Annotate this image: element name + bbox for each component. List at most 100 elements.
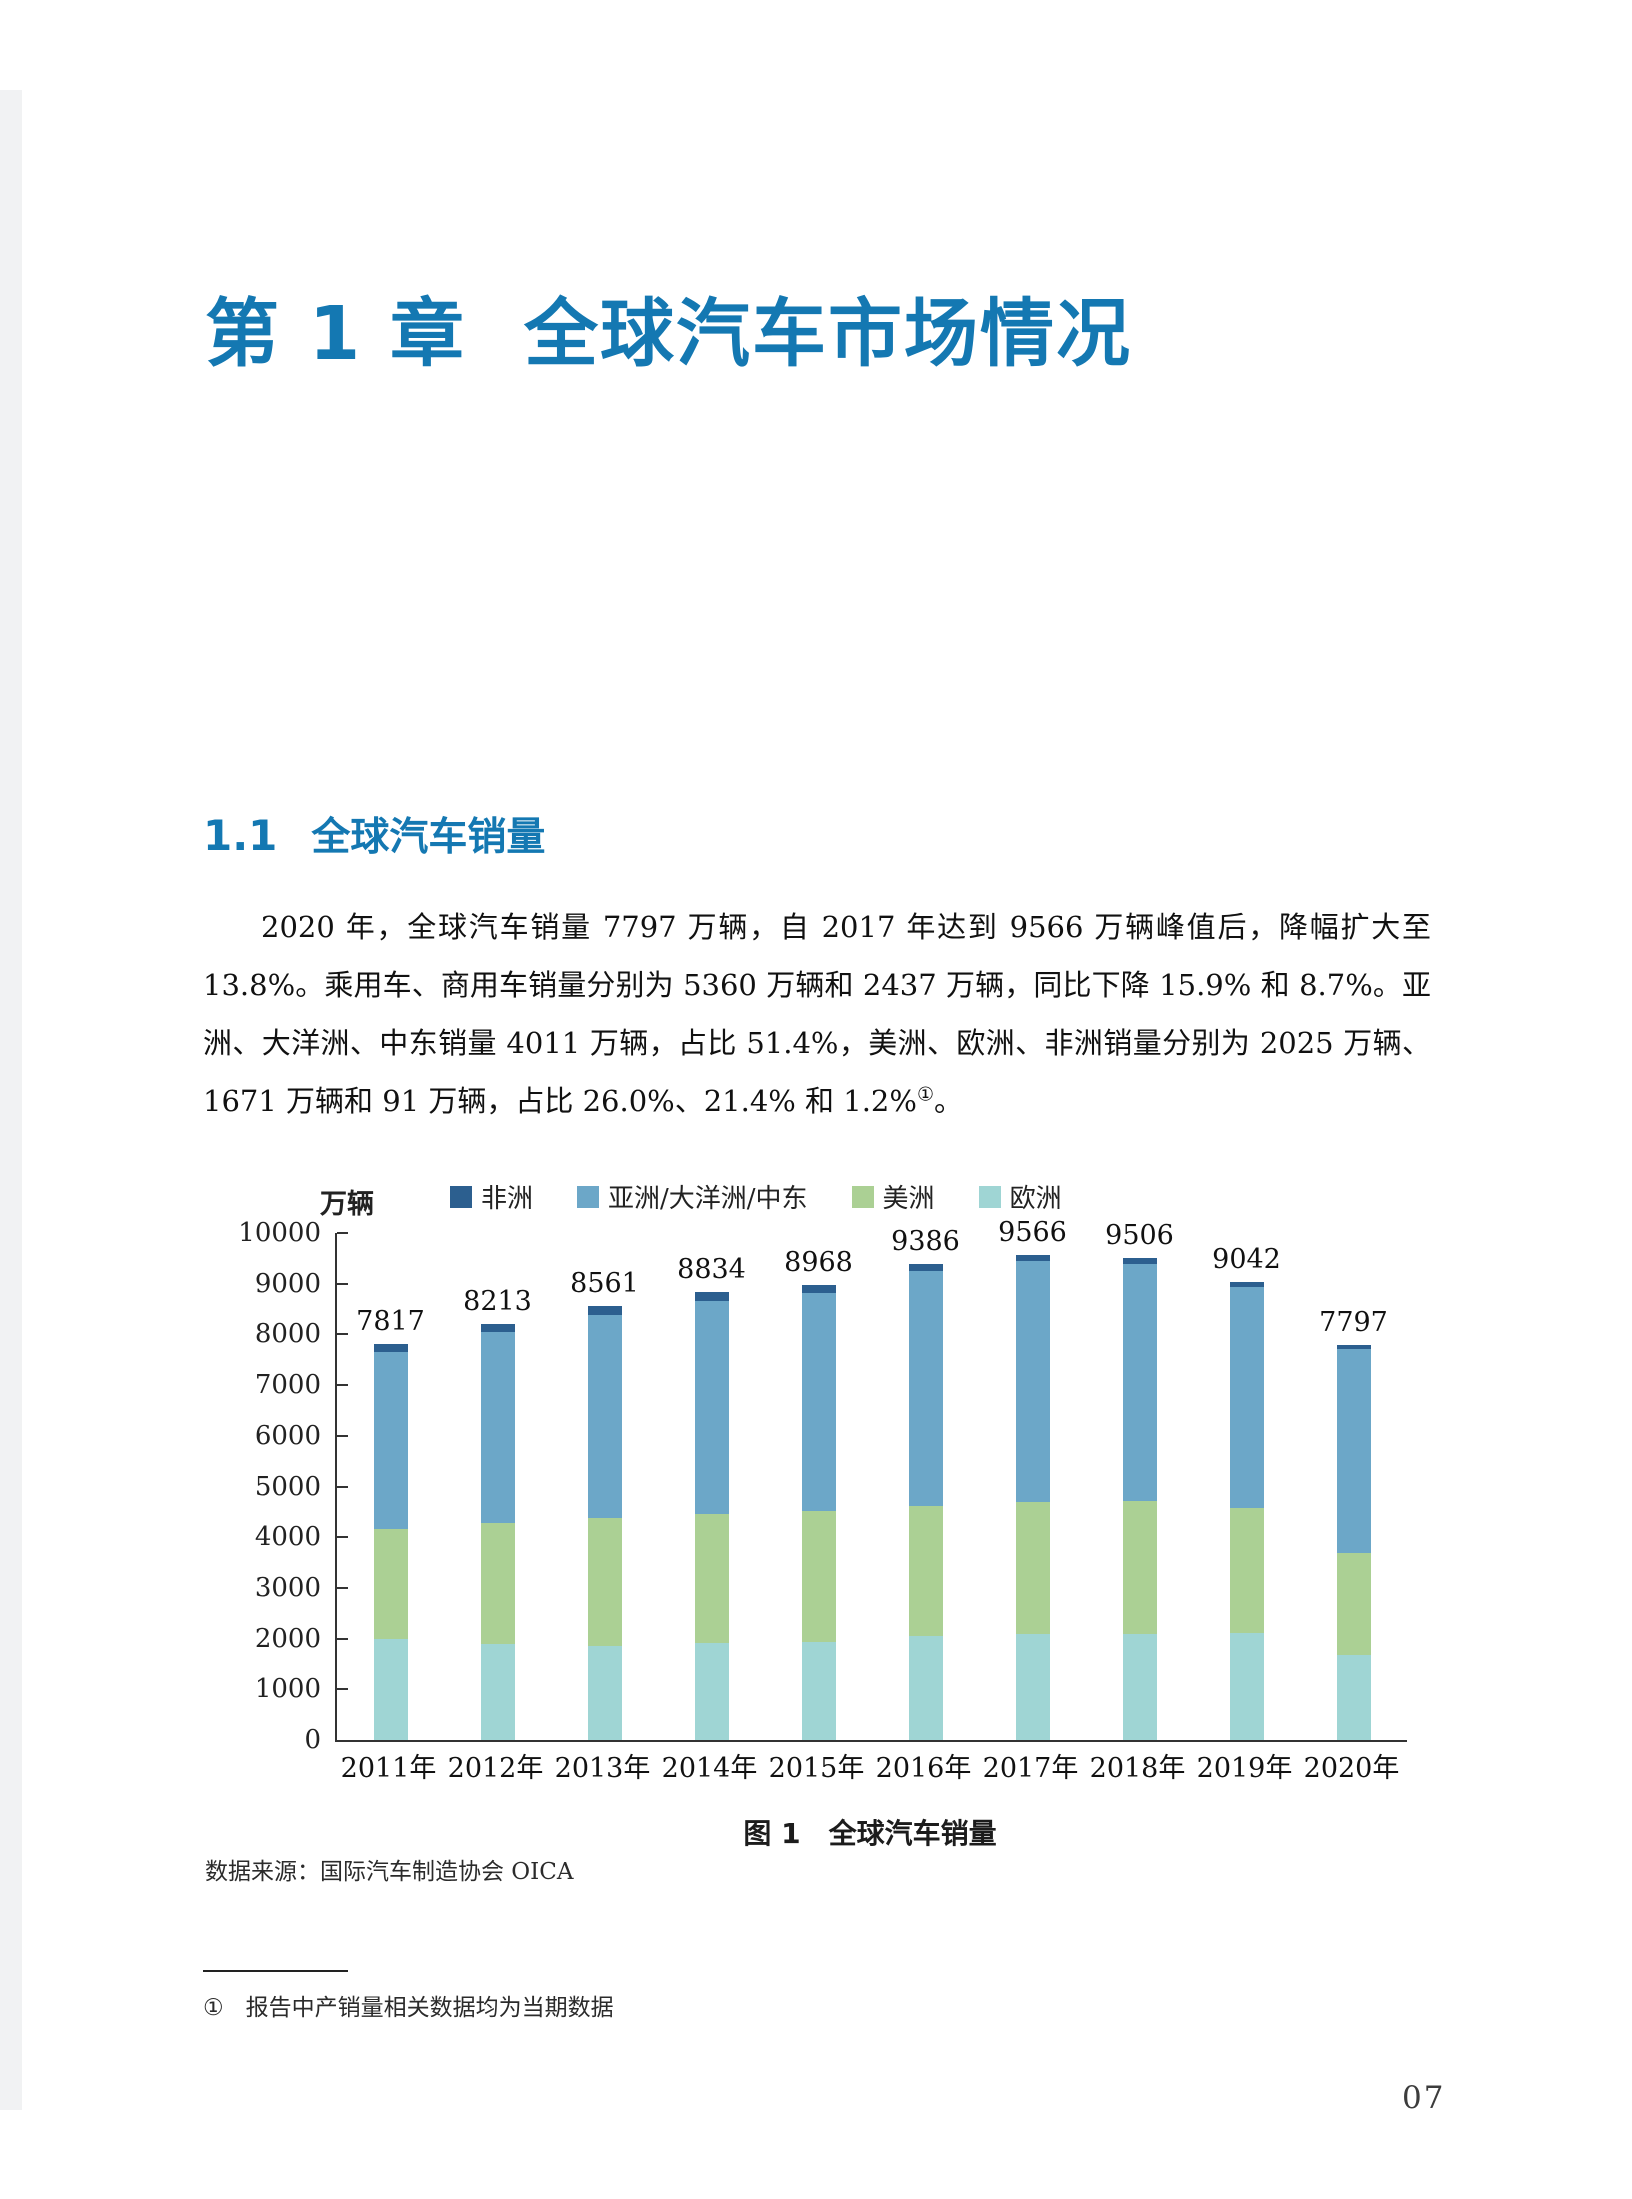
- x-axis-tick-label: 2015年: [768, 1753, 865, 1784]
- x-axis-tick-label: 2012年: [447, 1753, 544, 1784]
- segment-美洲: [694, 1514, 729, 1644]
- bar-value-label: 8213: [463, 1285, 532, 1317]
- x-axis-tick-label: 2011年: [340, 1753, 437, 1784]
- bar-2017年: 9566: [979, 1218, 1086, 1740]
- segment-亚洲/大洋洲/中东: [694, 1301, 729, 1515]
- legend-label: 美洲: [882, 1184, 935, 1214]
- stacked-bar: [480, 1323, 515, 1740]
- y-axis-tick-label: 3000: [254, 1572, 321, 1603]
- bar-value-label: 8834: [677, 1254, 746, 1286]
- y-axis-tick-label: 4000: [254, 1522, 321, 1553]
- figure-caption: 图 1 全球汽车销量: [743, 1817, 997, 1850]
- segment-非洲: [1336, 1344, 1371, 1350]
- x-axis-tick-label: 2016年: [875, 1753, 972, 1784]
- segment-美洲: [1122, 1501, 1157, 1634]
- legend-item-亚洲/大洋洲/中东: 亚洲/大洋洲/中东: [577, 1178, 808, 1215]
- footnote-marker: ①: [203, 1995, 224, 2021]
- bar-value-label: 9042: [1212, 1243, 1281, 1275]
- bar-2015年: 8968: [765, 1233, 872, 1740]
- segment-非洲: [373, 1343, 408, 1352]
- y-axis-tick-label: 9000: [254, 1268, 321, 1299]
- bar-2012年: 8213: [444, 1233, 551, 1740]
- segment-欧洲: [1122, 1633, 1157, 1740]
- chapter-number: 第 1 章: [205, 290, 467, 377]
- stacked-bar: [694, 1292, 729, 1740]
- body-paragraph: 2020 年，全球汽车销量 7797 万辆，自 2017 年达到 9566 万辆…: [203, 898, 1431, 1130]
- segment-欧洲: [801, 1641, 836, 1740]
- segment-亚洲/大洋洲/中东: [1336, 1349, 1371, 1553]
- section-heading: 1.1 全球汽车销量: [203, 806, 545, 862]
- y-axis-tick: [337, 1688, 348, 1691]
- segment-亚洲/大洋洲/中东: [480, 1332, 515, 1523]
- bar-2011年: 7817: [337, 1233, 444, 1740]
- y-axis-tick: [337, 1586, 348, 1589]
- bar-2014年: 8834: [658, 1233, 765, 1740]
- x-axis-tick-label: 2017年: [982, 1753, 1079, 1784]
- legend-label: 非洲: [481, 1184, 534, 1214]
- segment-欧洲: [1015, 1634, 1050, 1740]
- y-axis-tick-label: 10000: [238, 1218, 321, 1248]
- chapter-heading: 第 1 章 全球汽车市场情况: [205, 288, 1132, 380]
- bar-value-label: 8561: [570, 1267, 639, 1299]
- segment-亚洲/大洋洲/中东: [373, 1351, 408, 1529]
- legend-swatch: [577, 1185, 600, 1208]
- chapter-title: 全球汽车市场情况: [524, 290, 1133, 377]
- y-axis-tick-label: 2000: [254, 1623, 321, 1654]
- segment-亚洲/大洋洲/中东: [587, 1314, 622, 1518]
- y-axis-tick: [337, 1232, 348, 1234]
- y-axis-tick: [337, 1333, 348, 1336]
- y-axis-tick-label: 6000: [254, 1420, 321, 1451]
- bar-value-label: 9566: [998, 1217, 1067, 1249]
- segment-非洲: [801, 1285, 836, 1294]
- y-axis-tick-label: 1000: [254, 1674, 321, 1705]
- segment-美洲: [1015, 1501, 1050, 1635]
- legend-swatch: [450, 1185, 472, 1208]
- y-axis-unit-label: 万辆: [320, 1189, 374, 1220]
- stacked-bar: [1229, 1281, 1264, 1740]
- x-axis-tick-label: 2014年: [661, 1753, 758, 1784]
- segment-美洲: [480, 1522, 515, 1645]
- y-axis-tick-label: 0: [304, 1725, 321, 1755]
- chart-plot-area: 7817 8213 8561 8834 8968 9386 9566 9506 9042 7797…: [238, 1218, 1407, 1755]
- bar-2016年: 9386: [872, 1227, 979, 1740]
- segment-欧洲: [1229, 1633, 1264, 1740]
- segment-欧洲: [908, 1636, 943, 1740]
- x-axis-tick-label: 2013年: [554, 1753, 651, 1784]
- legend-item-美洲: 美洲: [851, 1178, 935, 1215]
- segment-欧洲: [373, 1638, 408, 1740]
- segment-美洲: [908, 1506, 943, 1637]
- stacked-bar: [587, 1305, 622, 1740]
- bar-value-label: 8968: [784, 1247, 853, 1279]
- stacked-bar: [1015, 1255, 1050, 1740]
- segment-非洲: [1015, 1255, 1050, 1262]
- chart-legend: 非洲 亚洲/大洋洲/中东 美洲 欧洲: [450, 1178, 1062, 1215]
- y-axis-tick-label: 7000: [254, 1370, 321, 1401]
- segment-非洲: [480, 1323, 515, 1332]
- footnote-text: 报告中产销量相关数据均为当期数据: [245, 1995, 614, 2021]
- stacked-bar: [1122, 1258, 1157, 1740]
- x-axis-tick-label: 2020年: [1303, 1753, 1400, 1784]
- bar-value-label: 9506: [1105, 1220, 1174, 1252]
- segment-美洲: [1336, 1552, 1371, 1656]
- segment-非洲: [587, 1305, 622, 1315]
- segment-美洲: [801, 1510, 836, 1642]
- bar-2013年: 8561: [551, 1233, 658, 1740]
- segment-亚洲/大洋洲/中东: [801, 1293, 836, 1511]
- segment-亚洲/大洋洲/中东: [908, 1270, 943, 1507]
- segment-非洲: [1229, 1281, 1264, 1287]
- segment-非洲: [1122, 1258, 1157, 1264]
- bar-2018年: 9506: [1086, 1221, 1193, 1740]
- footnote-divider: [203, 1970, 348, 1972]
- footnote: ① 报告中产销量相关数据均为当期数据: [203, 1988, 614, 2022]
- bar-value-label: 9386: [891, 1226, 960, 1258]
- segment-非洲: [908, 1264, 943, 1271]
- legend-item-欧洲: 欧洲: [978, 1178, 1062, 1215]
- segment-美洲: [587, 1517, 622, 1646]
- legend-label: 欧洲: [1009, 1184, 1062, 1214]
- x-axis-labels: 2011年 2012年 2013年 2014年 2015年 2016年 2017年 2018年…: [335, 1746, 1405, 1785]
- segment-欧洲: [694, 1643, 729, 1740]
- y-axis-tick: [337, 1637, 348, 1640]
- segment-欧洲: [587, 1645, 622, 1740]
- page-number: 07: [1402, 2080, 1446, 2116]
